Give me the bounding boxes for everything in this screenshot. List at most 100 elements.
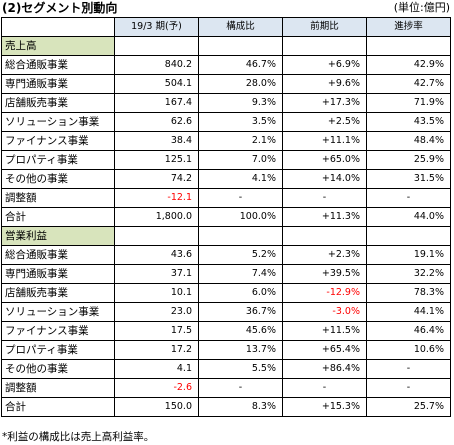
row-label: 店舗販売事業 [1, 93, 115, 113]
value-cell: 78.3% [366, 283, 451, 303]
section-empty-cell [366, 226, 451, 246]
section-empty-cell [198, 36, 283, 56]
column-header: 前期比 [282, 17, 367, 37]
table-row: 合計 1,800.0 100.0% +11.3% 44.0% [1, 207, 451, 227]
table-row: その他の事業 4.1 5.5% +86.4% - [1, 359, 451, 379]
row-label: 総合通販事業 [1, 245, 115, 265]
column-header: 19/3 期(予) [114, 17, 199, 37]
value-cell: +2.5% [282, 112, 367, 132]
value-cell: +15.3% [282, 397, 367, 417]
value-cell: 5.5% [198, 359, 283, 379]
value-cell: 37.1 [114, 264, 199, 284]
row-label: プロパティ事業 [1, 150, 115, 170]
value-cell: 48.4% [366, 131, 451, 151]
value-cell: 25.9% [366, 150, 451, 170]
value-cell: 42.7% [366, 74, 451, 94]
value-cell: 13.7% [198, 340, 283, 360]
footnote: *利益の構成比は売上高利益率。 [2, 431, 155, 443]
header-row: 19/3 期(予) 構成比 前期比 進捗率 [1, 17, 451, 37]
value-cell: 31.5% [366, 169, 451, 189]
value-cell: 44.0% [366, 207, 451, 227]
row-label: その他の事業 [1, 359, 115, 379]
value-cell: 9.3% [198, 93, 283, 113]
column-header: 進捗率 [366, 17, 451, 37]
value-cell: +86.4% [282, 359, 367, 379]
value-cell: -12.9% [282, 283, 367, 303]
value-cell: 100.0% [198, 207, 283, 227]
value-cell: -3.0% [282, 302, 367, 322]
unit-label: (単位:億円) [393, 1, 450, 14]
row-label: 合計 [1, 207, 115, 227]
section-empty-cell [114, 226, 199, 246]
value-cell: 36.7% [198, 302, 283, 322]
value-cell: - [198, 188, 283, 208]
value-cell: 46.7% [198, 55, 283, 75]
value-cell: 5.2% [198, 245, 283, 265]
value-cell: - [366, 188, 451, 208]
value-cell: 23.0 [114, 302, 199, 322]
value-cell: 43.6 [114, 245, 199, 265]
value-cell: +65.4% [282, 340, 367, 360]
value-cell: - [198, 378, 283, 398]
value-cell: 7.0% [198, 150, 283, 170]
value-cell: - [282, 188, 367, 208]
value-cell: +65.0% [282, 150, 367, 170]
value-cell: -12.1 [114, 188, 199, 208]
value-cell: 43.5% [366, 112, 451, 132]
row-label: 専門通販事業 [1, 74, 115, 94]
value-cell: 71.9% [366, 93, 451, 113]
table-row: 調整額 -2.6- - - [1, 378, 451, 398]
table-row: 専門通販事業 37.1 7.4% +39.5% 32.2% [1, 264, 451, 284]
value-cell: 8.3% [198, 397, 283, 417]
value-cell: +39.5% [282, 264, 367, 284]
table-row: 調整額 -12.1- - - [1, 188, 451, 208]
row-label: ファイナンス事業 [1, 131, 115, 151]
table-row: 専門通販事業 504.1 28.0% +9.6% 42.7% [1, 74, 451, 94]
value-cell: 19.1% [366, 245, 451, 265]
value-cell: 28.0% [198, 74, 283, 94]
table-row: ソリューション事業 62.6 3.5% +2.5% 43.5% [1, 112, 451, 132]
section-label: 営業利益 [1, 226, 115, 246]
value-cell: 125.1 [114, 150, 199, 170]
row-label: 合計 [1, 397, 115, 417]
value-cell: 4.1% [198, 169, 283, 189]
value-cell: 2.1% [198, 131, 283, 151]
table-row: 合計 150.0 8.3% +15.3% 25.7% [1, 397, 451, 417]
table-row: プロパティ事業 17.2 13.7% +65.4% 10.6% [1, 340, 451, 360]
value-cell: 42.9% [366, 55, 451, 75]
value-cell: +11.1% [282, 131, 367, 151]
value-cell: 10.1 [114, 283, 199, 303]
value-cell: 32.2% [366, 264, 451, 284]
value-cell: -2.6 [114, 378, 199, 398]
table-row: プロパティ事業 125.1 7.0% +65.0% 25.9% [1, 150, 451, 170]
column-header: 構成比 [198, 17, 283, 37]
table-row: その他の事業 74.2 4.1% +14.0% 31.5% [1, 169, 451, 189]
value-cell: +2.3% [282, 245, 367, 265]
value-cell: 504.1 [114, 74, 199, 94]
value-cell: +17.3% [282, 93, 367, 113]
value-cell: 7.4% [198, 264, 283, 284]
value-cell: 10.6% [366, 340, 451, 360]
table-row: ファイナンス事業 38.4 2.1% +11.1% 48.4% [1, 131, 451, 151]
row-label: 調整額 [1, 188, 115, 208]
segment-table: 19/3 期(予) 構成比 前期比 進捗率 売上高 総合通販事業 840.2 46.7… [1, 17, 451, 417]
value-cell: - [366, 378, 451, 398]
value-cell: 17.5 [114, 321, 199, 341]
value-cell: 62.6 [114, 112, 199, 132]
value-cell: 150.0 [114, 397, 199, 417]
table-row: 店舗販売事業 10.1 6.0% -12.9% 78.3% [1, 283, 451, 303]
value-cell: 46.4% [366, 321, 451, 341]
table-row: ソリューション事業 23.0 36.7% -3.0% 44.1% [1, 302, 451, 322]
section-empty-cell [282, 226, 367, 246]
row-label: ソリューション事業 [1, 112, 115, 132]
table-body: 売上高 総合通販事業 840.2 46.7% +6.9% 42.9% 専門通販事業 504.1… [1, 36, 451, 417]
row-label: プロパティ事業 [1, 340, 115, 360]
row-label: ソリューション事業 [1, 302, 115, 322]
section-header-row: 売上高 [1, 36, 451, 56]
value-cell: 167.4 [114, 93, 199, 113]
table-row: 総合通販事業 43.6 5.2% +2.3% 19.1% [1, 245, 451, 265]
section-header-row: 営業利益 [1, 226, 451, 246]
table-row: ファイナンス事業 17.5 45.6% +11.5% 46.4% [1, 321, 451, 341]
row-label: ファイナンス事業 [1, 321, 115, 341]
row-label: 総合通販事業 [1, 55, 115, 75]
